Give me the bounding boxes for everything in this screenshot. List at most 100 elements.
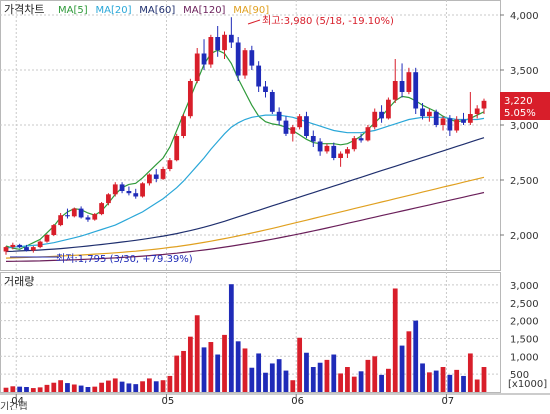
candle-body bbox=[3, 247, 9, 252]
price-tick-label: 2,500 bbox=[510, 176, 539, 187]
volume-bar bbox=[276, 359, 282, 392]
candle-body bbox=[467, 114, 473, 123]
volume-bar bbox=[106, 380, 111, 392]
volume-bar bbox=[85, 387, 91, 392]
volume-bar bbox=[269, 363, 275, 392]
volume-bar bbox=[447, 374, 453, 392]
series-line-ma-20 bbox=[5, 114, 485, 249]
candle-body bbox=[201, 53, 207, 65]
volume-bar bbox=[201, 347, 207, 392]
candle-body bbox=[30, 247, 36, 251]
candle-body bbox=[406, 72, 412, 92]
month-label: 06 bbox=[291, 396, 304, 407]
legend-item: MA[20] bbox=[96, 5, 132, 16]
volume-bar bbox=[297, 337, 303, 392]
volume-tick-label: 1,000 bbox=[510, 352, 539, 363]
volume-bar bbox=[174, 355, 180, 392]
volume-bar bbox=[37, 387, 43, 392]
volume-bar bbox=[454, 369, 460, 392]
volume-bar bbox=[58, 380, 64, 392]
series-line-ma-60 bbox=[5, 137, 485, 253]
volume-bar bbox=[228, 284, 234, 392]
volume-bar bbox=[331, 354, 337, 392]
volume-bar bbox=[379, 374, 384, 392]
volume-bar bbox=[215, 354, 221, 392]
candle-body bbox=[181, 116, 186, 136]
legend-item: MA[5] bbox=[58, 5, 88, 16]
candle-body bbox=[167, 160, 173, 169]
candle-body bbox=[147, 174, 152, 184]
high-marker-line bbox=[247, 19, 261, 25]
candle-body bbox=[345, 149, 350, 154]
volume-bar bbox=[345, 367, 350, 392]
volume-bar bbox=[358, 371, 364, 392]
volume-bar bbox=[153, 381, 159, 392]
volume-bar bbox=[181, 350, 186, 392]
volume-bar bbox=[392, 288, 398, 392]
volume-bar bbox=[426, 372, 432, 392]
candle-body bbox=[249, 50, 255, 66]
volume-bar bbox=[235, 341, 241, 392]
candle-body bbox=[85, 217, 91, 220]
candle-body bbox=[24, 247, 29, 251]
month-label: 05 bbox=[161, 396, 174, 407]
volume-bar bbox=[187, 336, 193, 392]
volume-tick-label: 2,500 bbox=[510, 299, 539, 310]
volume-bar bbox=[351, 376, 357, 392]
candle-body bbox=[481, 100, 487, 109]
volume-bar bbox=[440, 367, 446, 392]
candle-body bbox=[392, 81, 398, 100]
candle-body bbox=[10, 244, 16, 248]
volume-bar bbox=[3, 387, 9, 392]
candle-body bbox=[324, 145, 330, 152]
price-tick-label: 2,000 bbox=[510, 231, 539, 242]
candle-body bbox=[235, 42, 241, 76]
volume-tick-label: 3,000 bbox=[510, 281, 539, 292]
price-tick-label: 4,000 bbox=[510, 11, 539, 22]
candle-body bbox=[386, 99, 391, 119]
low-annotation: 최저:1,795 (3/30, +79.39%) bbox=[56, 253, 193, 265]
volume-tick-label: 500 bbox=[510, 370, 529, 381]
current-price-change: 5.05% bbox=[504, 108, 536, 119]
candle-body bbox=[440, 118, 446, 125]
volume-bar bbox=[208, 342, 214, 392]
candle-body bbox=[447, 118, 453, 131]
candle-body bbox=[297, 116, 303, 128]
volume-bar bbox=[263, 372, 268, 392]
candle-body bbox=[269, 92, 275, 112]
candle-body bbox=[215, 37, 221, 51]
candle-body bbox=[413, 72, 419, 109]
legend-item: MA[90] bbox=[233, 5, 269, 16]
series-line-ma-5 bbox=[5, 49, 485, 250]
candle-body bbox=[256, 65, 262, 87]
volume-tick-label: 2,000 bbox=[510, 317, 539, 328]
period-tab-label[interactable]: 기간탭 bbox=[0, 401, 28, 413]
volume-bar bbox=[10, 386, 16, 392]
candle-body bbox=[358, 138, 364, 141]
candle-body bbox=[58, 215, 64, 226]
volume-bar bbox=[160, 380, 166, 392]
candle-body bbox=[17, 244, 23, 248]
volume-bar bbox=[222, 334, 227, 392]
volume-bar bbox=[474, 379, 480, 392]
candle-body bbox=[276, 111, 282, 121]
volume-bar bbox=[71, 384, 77, 392]
current-price-badge bbox=[500, 92, 550, 120]
volume-bar bbox=[467, 353, 473, 392]
candle-body bbox=[153, 174, 159, 179]
volume-bar bbox=[17, 386, 23, 392]
candle-body bbox=[304, 116, 309, 136]
high-annotation: 최고:3,980 (5/18, -19.10%) bbox=[262, 15, 394, 27]
candle-body bbox=[461, 119, 466, 123]
candle-body bbox=[99, 203, 104, 215]
series-line-ma-120 bbox=[5, 191, 485, 262]
volume-bar bbox=[242, 348, 248, 392]
candle-body bbox=[140, 183, 145, 197]
candle-body bbox=[379, 111, 384, 119]
candle-body bbox=[208, 37, 214, 65]
volume-bar bbox=[372, 356, 378, 392]
volume-bar bbox=[413, 320, 419, 392]
volume-bar bbox=[310, 367, 316, 392]
candle-body bbox=[242, 50, 248, 76]
volume-bar bbox=[167, 375, 173, 392]
